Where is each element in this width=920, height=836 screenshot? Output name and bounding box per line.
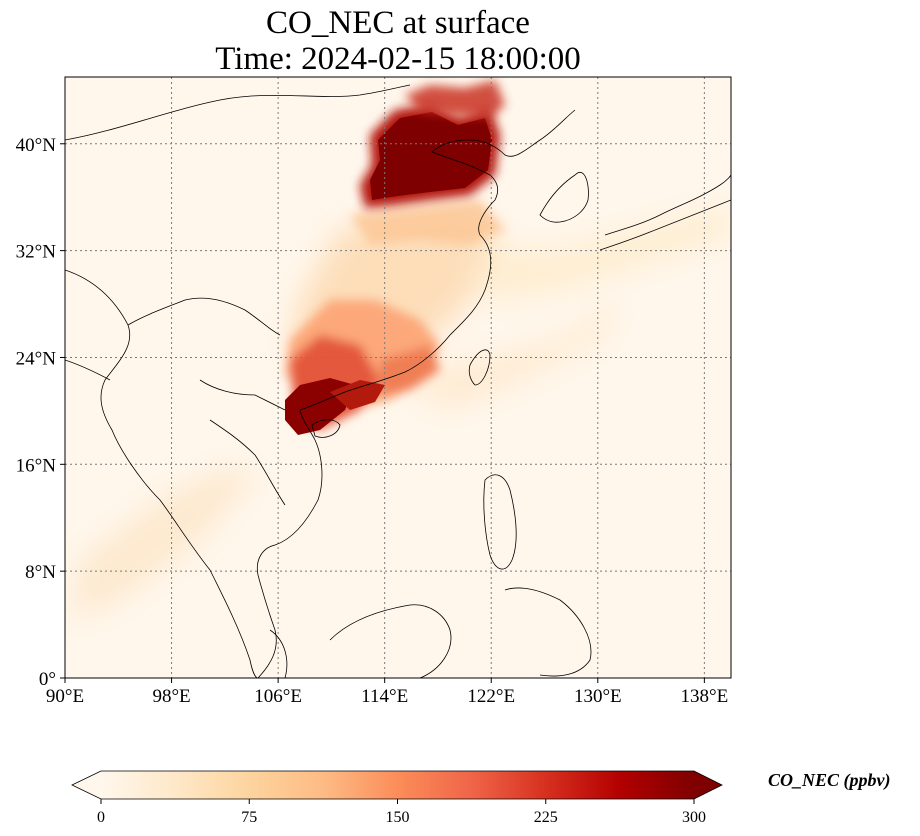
- lat-tick-label: 32°N: [16, 242, 57, 263]
- lon-tick-label: 114°E: [361, 686, 408, 707]
- colorbar-label: CO_NEC (ppbv): [768, 770, 891, 790]
- colorbar-tick-label: 225: [534, 809, 558, 826]
- gridlines: [65, 77, 731, 678]
- map-panel: [65, 77, 731, 678]
- coastlines: [65, 84, 731, 678]
- lon-tick-label: 122°E: [467, 686, 515, 707]
- lat-tick-label: 0°: [39, 669, 56, 690]
- colorbar-tick-label: 75: [241, 809, 257, 826]
- map-frame: [64, 76, 732, 679]
- lon-tick-label: 106°E: [254, 686, 302, 707]
- longitude-ticks: 90°E 98°E 106°E 114°E 122°E 130°E 138°E: [46, 678, 728, 707]
- map-title: CO_NEC at surface: [266, 5, 530, 41]
- lon-tick-label: 90°E: [46, 686, 84, 707]
- lat-tick-label: 8°N: [25, 562, 56, 583]
- colorbar: 0 75 150 225 300: [71, 770, 723, 826]
- lat-tick-label: 16°N: [16, 455, 57, 476]
- lat-tick-label: 40°N: [16, 135, 57, 156]
- lon-tick-label: 98°E: [152, 686, 190, 707]
- colorbar-gradient: [101, 771, 694, 799]
- latitude-ticks: 0° 8°N 16°N 24°N 32°N 40°N: [16, 135, 65, 690]
- lon-tick-label: 130°E: [574, 686, 622, 707]
- lon-tick-label: 138°E: [681, 686, 729, 707]
- concentration-field-high: [285, 80, 505, 435]
- map-time-subtitle: Time: 2024-02-15 18:00:00: [215, 41, 581, 77]
- colorbar-tick-label: 300: [682, 809, 706, 826]
- lat-tick-label: 24°N: [16, 348, 57, 369]
- colorbar-tick-label: 0: [97, 809, 105, 826]
- colorbar-ticks: 0 75 150 225 300: [97, 799, 706, 826]
- colorbar-under-arrow: [72, 771, 101, 799]
- colorbar-tick-label: 150: [386, 809, 410, 826]
- colorbar-over-arrow: [694, 771, 722, 799]
